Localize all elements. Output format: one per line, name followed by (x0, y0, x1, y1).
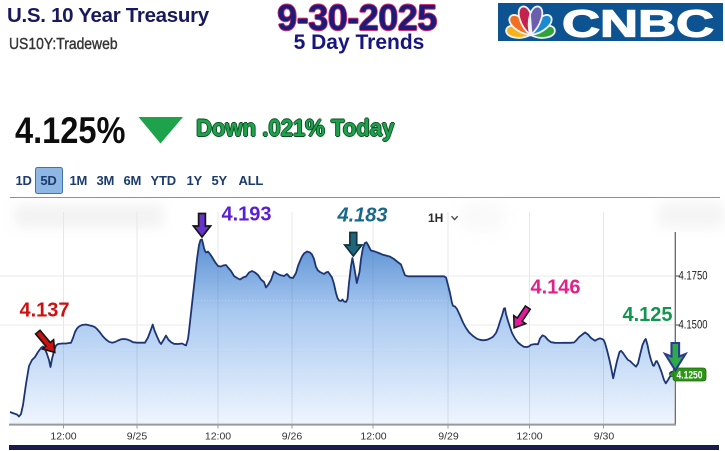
svg-text:12:00: 12:00 (50, 431, 76, 443)
svg-text:4.193: 4.193 (222, 204, 272, 226)
svg-text:9/29: 9/29 (438, 431, 459, 443)
svg-text:9/26: 9/26 (282, 431, 303, 443)
svg-text:CNBC: CNBC (562, 4, 714, 42)
svg-text:4.125: 4.125 (623, 304, 673, 326)
svg-text:4.183: 4.183 (337, 205, 388, 227)
svg-text:12:00: 12:00 (516, 431, 542, 443)
svg-text:4.1750: 4.1750 (679, 268, 708, 282)
svg-text:9/30: 9/30 (594, 431, 615, 443)
svg-text:4.1250: 4.1250 (677, 369, 703, 381)
svg-text:12:00: 12:00 (360, 431, 386, 443)
svg-text:9/25: 9/25 (127, 431, 148, 443)
svg-text:4.137: 4.137 (20, 300, 70, 322)
svg-text:4.146: 4.146 (531, 277, 581, 299)
svg-text:4.1500: 4.1500 (679, 317, 708, 331)
svg-text:12:00: 12:00 (205, 431, 231, 443)
